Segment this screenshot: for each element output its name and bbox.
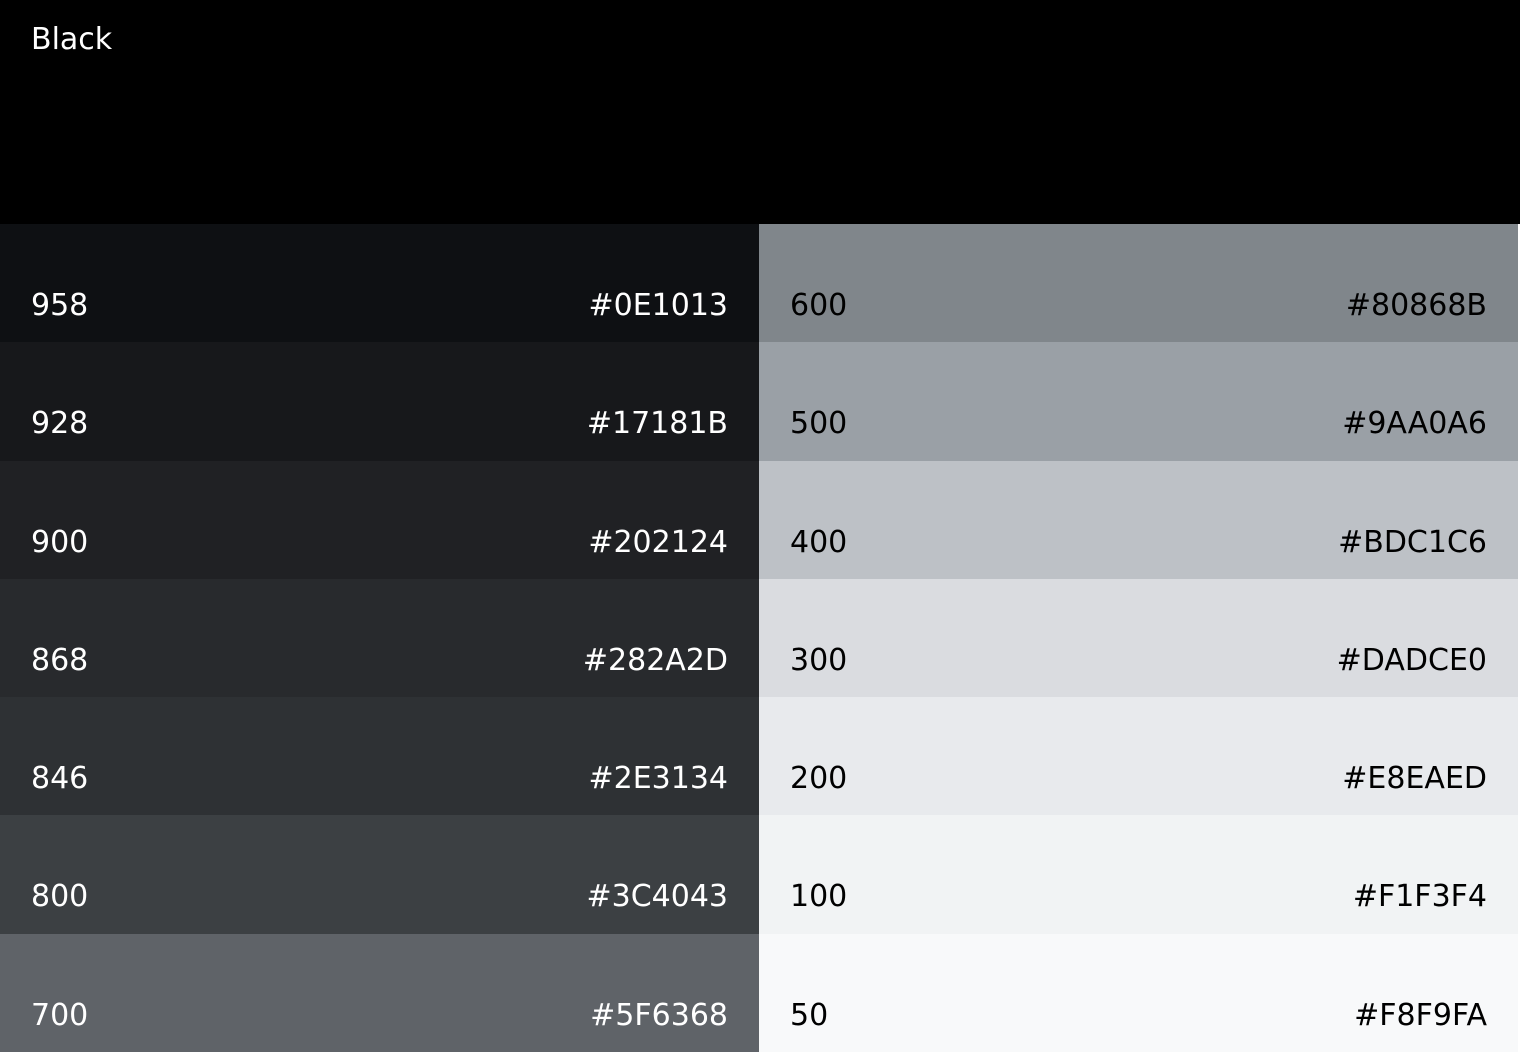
swatch-hex: #F1F3F4: [1352, 879, 1487, 915]
swatch-name: 800: [31, 879, 89, 915]
swatch-name: 928: [31, 406, 89, 442]
swatch-name: 846: [31, 761, 89, 797]
swatch-name: 868: [31, 642, 89, 678]
swatch-hex: #2E3134: [588, 761, 728, 797]
swatch-name: 600: [790, 288, 848, 323]
swatch-name: 50: [790, 997, 829, 1033]
color-swatch-400: 400 #BDC1C6: [759, 460, 1518, 579]
swatch-name: 900: [31, 524, 89, 560]
swatch-hex: #F8F9FA: [1354, 997, 1487, 1033]
color-swatch-700: 700 #5F6368: [0, 933, 759, 1052]
swatch-hex: #9AA0A6: [1342, 406, 1487, 442]
swatch-name: 400: [790, 524, 848, 560]
color-swatch-928: 928 #17181B: [0, 342, 759, 461]
swatch-hex: #BDC1C6: [1338, 524, 1487, 560]
swatch-hex: #E8EAED: [1342, 761, 1487, 797]
color-swatch-900: 900 #202124: [0, 460, 759, 579]
color-swatch-846: 846 #2E3134: [0, 697, 759, 816]
color-swatch-500: 500 #9AA0A6: [759, 342, 1518, 461]
swatch-hex: #5F6368: [590, 997, 728, 1033]
color-swatch-50: 50 #F8F9FA: [759, 933, 1518, 1052]
color-swatch-100: 100 #F1F3F4: [759, 815, 1518, 934]
swatch-name: 958: [31, 288, 89, 323]
swatch-hex: #282A2D: [582, 642, 728, 678]
swatch-hex: #202124: [588, 524, 728, 560]
swatch-name: 200: [790, 761, 848, 797]
swatch-hex: #80868B: [1345, 288, 1487, 323]
swatch-hex: #DADCE0: [1336, 642, 1487, 678]
color-swatch-868: 868 #282A2D: [0, 578, 759, 698]
color-swatch-958: 958 #0E1013: [0, 224, 759, 343]
swatch-name: 500: [790, 406, 848, 442]
swatch-name: 100: [790, 879, 848, 915]
swatch-hex: #0E1013: [588, 288, 728, 323]
palette-header: Black: [0, 0, 1520, 224]
palette-title: Black: [31, 22, 113, 57]
dark-swatch-column: 958 #0E1013 928 #17181B 900 #202124 868 #282A2D…: [0, 224, 759, 1052]
swatch-name: 300: [790, 642, 848, 678]
color-swatch-800: 800 #3C4043: [0, 815, 759, 934]
light-swatch-column: 600 #80868B 500 #9AA0A6 400 #BDC1C6 300 #DADCE0…: [759, 224, 1518, 1052]
swatch-hex: #3C4043: [586, 879, 728, 915]
color-swatch-300: 300 #DADCE0: [759, 578, 1518, 698]
swatch-hex: #17181B: [586, 406, 728, 442]
color-swatch-600: 600 #80868B: [759, 224, 1518, 343]
color-swatch-200: 200 #E8EAED: [759, 697, 1518, 816]
swatch-name: 700: [31, 997, 89, 1033]
